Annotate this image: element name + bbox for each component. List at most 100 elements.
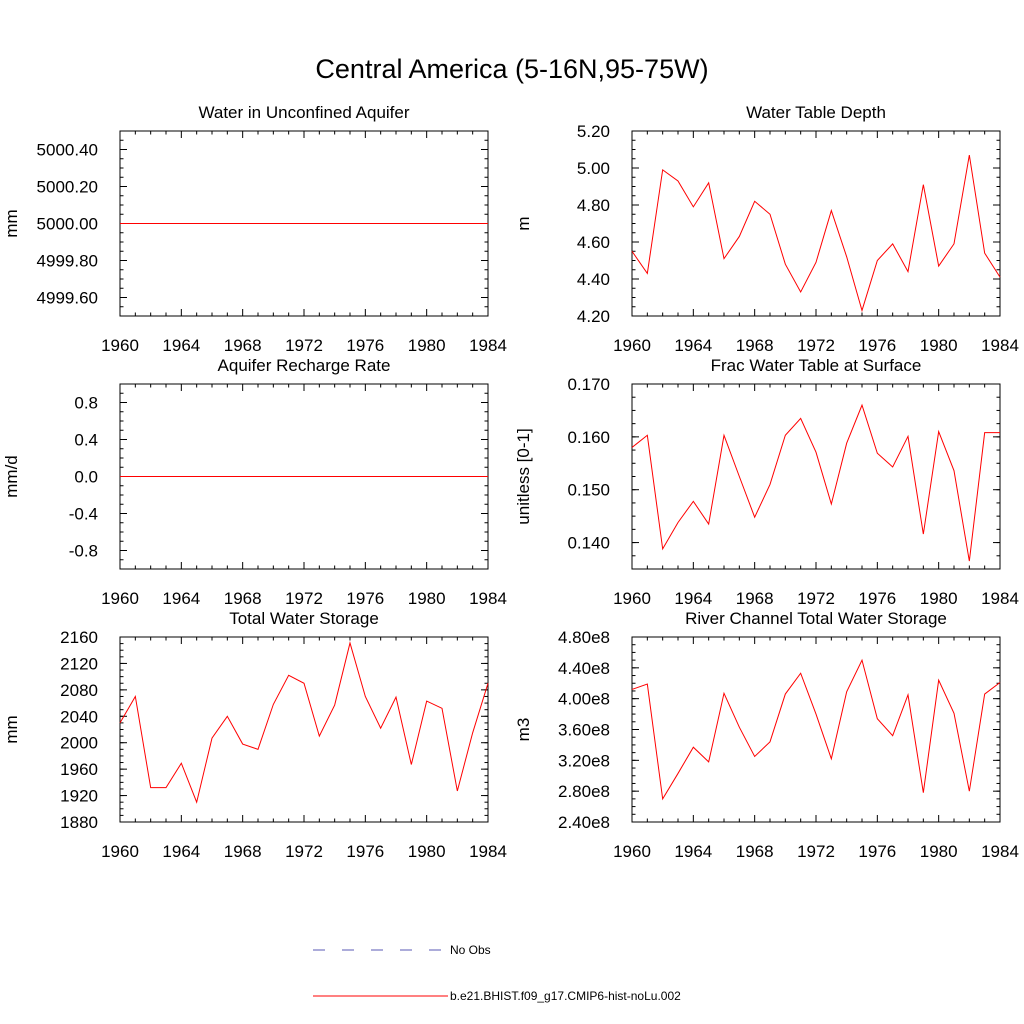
y-tick-label: 2000: [60, 734, 98, 753]
panels: Water in Unconfined Aquifer mm 1960 1964 196…: [2, 103, 1019, 861]
legend-label-model: b.e21.BHIST.f09_g17.CMIP6-hist-noLu.002: [450, 989, 681, 1003]
y-axis-label: m: [514, 216, 533, 230]
y-tick-label: 4.60: [577, 233, 610, 252]
series-line-model: [119, 641, 489, 804]
x-tick-label: 1968: [736, 589, 774, 608]
x-tick-label: 1960: [613, 589, 651, 608]
x-tick-label: 1960: [613, 842, 651, 861]
x-tick-label: 1976: [346, 336, 384, 355]
y-axis-label: mm: [2, 715, 21, 743]
x-tick-label: 1976: [346, 589, 384, 608]
plot-frame: [631, 636, 1001, 823]
x-tick-label: 1964: [162, 589, 200, 608]
x-tick-label: 1964: [674, 589, 712, 608]
y-tick-label: 4.40e8: [558, 659, 610, 678]
x-tick-label: 1976: [858, 842, 896, 861]
y-tick-label: 4.40: [577, 270, 610, 289]
y-tick-label: -0.4: [69, 505, 98, 524]
y-tick-label: 2080: [60, 681, 98, 700]
y-tick-label: 3.60e8: [558, 721, 610, 740]
legend-label-no-obs: No Obs: [450, 943, 491, 957]
series-line-model: [631, 658, 1001, 801]
x-tick-label: 1980: [920, 589, 958, 608]
y-axis-label: mm: [2, 209, 21, 237]
y-tick-label: 0.8: [74, 394, 98, 413]
series-line-model: [631, 154, 1001, 313]
y-tick-label: 2160: [60, 628, 98, 647]
y-tick-label: 0.0: [74, 468, 98, 487]
figure-title: Central America (5-16N,95-75W): [315, 54, 709, 84]
y-axis-label: unitless [0-1]: [514, 428, 533, 524]
x-tick-label: 1972: [285, 336, 323, 355]
x-tick-label: 1980: [408, 589, 446, 608]
x-tick-label: 1968: [224, 842, 262, 861]
x-tick-label: 1984: [981, 589, 1019, 608]
y-tick-label: 0.140: [567, 534, 610, 553]
panel-title: Water in Unconfined Aquifer: [198, 103, 409, 122]
x-tick-label: 1984: [469, 842, 507, 861]
x-tick-label: 1972: [797, 589, 835, 608]
y-axis-label: m3: [514, 718, 533, 742]
y-tick-label: 0.170: [567, 375, 610, 394]
y-tick-label: 0.150: [567, 481, 610, 500]
panel-title: Total Water Storage: [229, 609, 379, 628]
y-tick-label: 5.00: [577, 159, 610, 178]
x-tick-label: 1984: [469, 589, 507, 608]
y-tick-label: 1880: [60, 813, 98, 832]
x-tick-label: 1976: [858, 336, 896, 355]
x-tick-label: 1980: [408, 842, 446, 861]
y-tick-label: 1960: [60, 760, 98, 779]
x-tick-label: 1976: [858, 589, 896, 608]
x-tick-label: 1964: [674, 336, 712, 355]
panel-title: River Channel Total Water Storage: [685, 609, 947, 628]
y-tick-label: 4999.80: [37, 252, 98, 271]
panel-title: Water Table Depth: [746, 103, 886, 122]
y-tick-label: 2120: [60, 654, 98, 673]
panel-frac-water-table-at-surface: Frac Water Table at Surface unitless [0-1…: [514, 356, 1019, 608]
x-tick-label: 1980: [920, 842, 958, 861]
plot-frame: [119, 636, 489, 823]
series-line-model: [631, 403, 1000, 562]
y-axis-label: mm/d: [2, 455, 21, 498]
x-tick-label: 1984: [981, 336, 1019, 355]
y-tick-label: -0.8: [69, 542, 98, 561]
x-tick-label: 1960: [101, 842, 139, 861]
x-tick-label: 1960: [101, 336, 139, 355]
y-tick-label: 4.00e8: [558, 690, 610, 709]
panel-water-table-depth: Water Table Depth m 1960 1964 1968 1972 1976 19…: [514, 103, 1019, 355]
x-tick-label: 1972: [285, 842, 323, 861]
plot-frame: [631, 130, 1001, 317]
y-tick-label: 4999.60: [37, 289, 98, 308]
y-tick-label: 4.80: [577, 196, 610, 215]
y-tick-label: 5000.20: [37, 178, 98, 197]
x-tick-label: 1972: [285, 589, 323, 608]
y-tick-label: 4.20: [577, 307, 610, 326]
x-tick-label: 1968: [224, 589, 262, 608]
x-tick-label: 1972: [797, 842, 835, 861]
plot-frame: [631, 383, 1001, 570]
y-tick-label: 2.40e8: [558, 813, 610, 832]
x-tick-label: 1976: [346, 842, 384, 861]
y-tick-label: 3.20e8: [558, 751, 610, 770]
panel-water-in-unconfined-aquifer: Water in Unconfined Aquifer mm 1960 1964 196…: [2, 103, 507, 355]
x-tick-label: 1960: [613, 336, 651, 355]
x-tick-label: 1980: [920, 336, 958, 355]
x-tick-label: 1964: [162, 336, 200, 355]
panel-total-water-storage: Total Water Storage mm 1960 1964 1968 1972 197…: [2, 609, 507, 861]
y-tick-label: 5000.40: [37, 141, 98, 160]
panel-title: Frac Water Table at Surface: [711, 356, 922, 375]
x-tick-label: 1972: [797, 336, 835, 355]
y-tick-label: 5.20: [577, 122, 610, 141]
panel-aquifer-recharge-rate: Aquifer Recharge Rate mm/d 1960 1964 1968 197…: [2, 356, 507, 608]
x-tick-label: 1984: [981, 842, 1019, 861]
x-tick-label: 1960: [101, 589, 139, 608]
y-tick-label: 5000.00: [37, 215, 98, 234]
y-tick-label: 4.80e8: [558, 628, 610, 647]
legend: No Obs b.e21.BHIST.f09_g17.CMIP6-hist-no…: [313, 943, 681, 1003]
x-tick-label: 1968: [736, 336, 774, 355]
x-tick-label: 1968: [224, 336, 262, 355]
y-tick-label: 0.4: [74, 431, 98, 450]
x-tick-label: 1968: [736, 842, 774, 861]
panel-title: Aquifer Recharge Rate: [218, 356, 391, 375]
